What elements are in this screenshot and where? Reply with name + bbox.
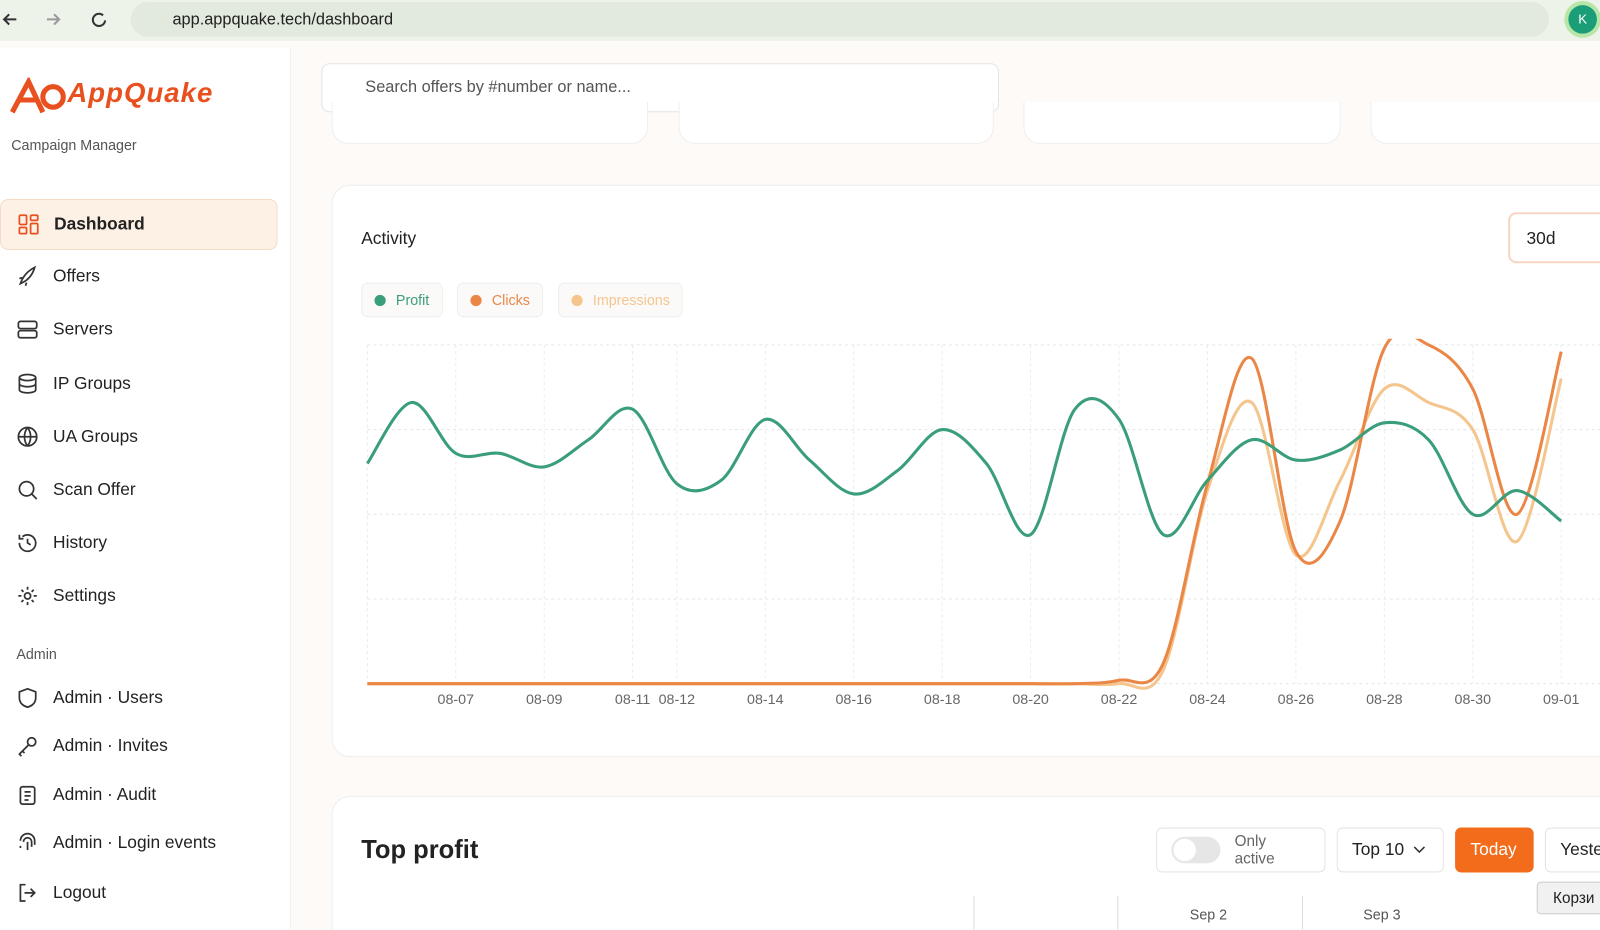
nav-label: Admin · Login events xyxy=(53,832,217,853)
nav-item[interactable]: History xyxy=(0,519,276,568)
nav-icon xyxy=(19,785,36,805)
top-select[interactable]: Top 10 xyxy=(1336,827,1444,873)
nav-item[interactable]: Settings xyxy=(0,572,276,621)
address-bar[interactable]: app.appquake.tech/dashboard xyxy=(130,2,1549,37)
legend-swatch xyxy=(374,294,386,306)
nav-item[interactable]: Servers xyxy=(0,305,276,354)
nav-item[interactable]: UA Groups xyxy=(0,412,276,461)
stat-card xyxy=(331,102,648,144)
x-tick-label: 08-28 xyxy=(1366,692,1403,708)
period-button[interactable]: Today xyxy=(1455,827,1534,873)
legend-label: Profit xyxy=(395,291,430,309)
column-header: Sep 3 xyxy=(1363,906,1401,923)
nav-label: Logout xyxy=(53,882,107,903)
nav-icon xyxy=(18,480,38,500)
legend-label: Impressions xyxy=(592,291,670,309)
range-select[interactable]: 30d xyxy=(1508,212,1600,264)
nav-icon xyxy=(18,265,37,287)
x-tick-label: 08-22 xyxy=(1101,692,1138,708)
nav-icon xyxy=(19,833,36,851)
toggle[interactable]: Only active xyxy=(1156,827,1326,873)
browser-nav-buttons[interactable] xyxy=(0,10,112,30)
x-tick-label: 08-24 xyxy=(1189,692,1226,708)
nav-icon xyxy=(17,320,38,340)
nav-label: Dashboard xyxy=(54,214,145,234)
nav-item[interactable]: IP Groups xyxy=(0,359,276,408)
avatar[interactable]: K xyxy=(1568,5,1597,34)
column-header: Sep 2 xyxy=(1189,906,1228,923)
nav-label: Settings xyxy=(53,586,116,606)
url: app.appquake.tech/dashboard xyxy=(172,11,394,29)
nav-item[interactable]: Logout xyxy=(0,868,276,917)
x-tick-label: 08-26 xyxy=(1278,692,1315,708)
nav-item[interactable]: Admin · Audit xyxy=(0,770,276,819)
nav-item[interactable]: Admin · Login events xyxy=(0,819,276,868)
legend-item[interactable]: Profit xyxy=(361,282,443,318)
series-line xyxy=(367,338,1563,686)
x-tick-label: 08-18 xyxy=(924,692,961,708)
stat-card xyxy=(1370,102,1600,144)
stat-card xyxy=(678,102,994,144)
nav-item[interactable]: Dashboard xyxy=(0,198,278,250)
nav-label: Offers xyxy=(53,266,100,286)
sidebar xyxy=(0,47,291,930)
nav-label: Servers xyxy=(53,319,113,340)
x-tick-label: 08-11 xyxy=(615,692,650,708)
toggle-label: Only active xyxy=(1234,832,1275,868)
nav-icon xyxy=(17,426,38,447)
activity-card xyxy=(331,184,1600,758)
column-divider xyxy=(1302,895,1304,930)
column-divider xyxy=(973,895,975,930)
nav-icon xyxy=(18,214,39,235)
x-tick-label: 08-14 xyxy=(747,692,784,708)
legend-swatch xyxy=(571,294,583,306)
column-divider xyxy=(1117,895,1119,930)
nav-label: Admin · Users xyxy=(53,687,163,708)
stat-card xyxy=(1023,102,1341,144)
tooltip: Корзи xyxy=(1536,881,1600,915)
legend-label: Clicks xyxy=(491,291,530,309)
nav-icon xyxy=(18,373,37,394)
x-tick-label: 08-09 xyxy=(526,692,563,708)
x-tick-label: 08-16 xyxy=(835,692,872,708)
chart-title: Activity xyxy=(361,228,417,248)
nav-item[interactable]: Admin · Invites xyxy=(0,722,276,771)
nav-icon xyxy=(18,534,37,553)
section-title: Top profit xyxy=(361,835,479,865)
nav-icon xyxy=(18,587,37,606)
select-value: Top 10 xyxy=(1352,839,1405,860)
nav-label: UA Groups xyxy=(53,426,138,446)
x-tick-label: 08-12 xyxy=(659,692,696,708)
nav-label: Scan Offer xyxy=(53,479,136,499)
x-tick-label: 08-07 xyxy=(438,692,475,708)
subtitle: Campaign Manager xyxy=(11,136,137,154)
section-label: Admin xyxy=(16,645,57,663)
nav-label: Admin · Invites xyxy=(53,736,168,756)
search-placeholder: Search offers by #number or name... xyxy=(365,78,631,96)
legend-item[interactable]: Impressions xyxy=(558,282,684,318)
switch xyxy=(1171,836,1221,864)
logo-icon xyxy=(9,75,67,117)
nav-label: History xyxy=(53,532,108,553)
x-tick-label: 08-30 xyxy=(1455,692,1492,708)
logo: AppQuake xyxy=(67,77,214,109)
series-line xyxy=(366,397,1563,538)
nav-item[interactable]: Scan Offer xyxy=(0,465,276,514)
nav-label: Admin · Audit xyxy=(53,784,157,804)
legend-swatch xyxy=(470,294,482,306)
legend-item[interactable]: Clicks xyxy=(457,282,544,318)
nav-icon xyxy=(18,737,37,758)
x-tick-label: 09-01 xyxy=(1543,692,1580,708)
series-line xyxy=(367,378,1563,690)
nav-item[interactable]: Admin · Users xyxy=(0,673,276,722)
nav-label: IP Groups xyxy=(53,373,131,393)
nav-icon xyxy=(19,883,36,902)
nav-item[interactable]: Offers xyxy=(0,252,276,301)
nav-icon xyxy=(18,687,37,709)
period-button[interactable]: Yeste xyxy=(1544,827,1600,873)
x-tick-label: 08-20 xyxy=(1012,692,1049,708)
